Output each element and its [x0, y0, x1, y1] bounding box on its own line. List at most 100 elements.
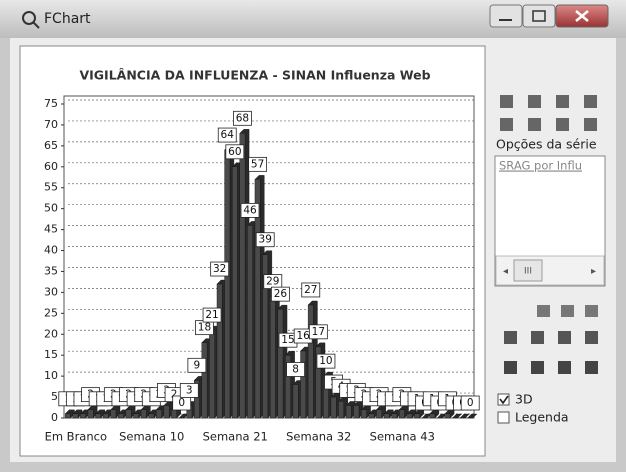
bar [285, 355, 291, 419]
data-label-box [233, 110, 252, 126]
tool-icon[interactable] [585, 361, 598, 374]
data-label: 21 [205, 309, 218, 321]
window-title: FChart [44, 11, 91, 27]
bar [383, 413, 390, 419]
bar [391, 413, 398, 419]
bar [224, 149, 231, 419]
y-tick-label: 60 [44, 160, 58, 173]
data-label-box [240, 203, 260, 218]
bar [80, 413, 86, 419]
series-item[interactable]: SRAG por Influ [499, 159, 582, 173]
tool-icon[interactable] [585, 331, 598, 344]
tool-icon[interactable] [500, 118, 513, 131]
chart-title: VIGILÂNCIA DA INFLUENZA - SINAN Influenz… [79, 68, 430, 83]
y-tick-label: 10 [44, 369, 58, 382]
checkbox-label[interactable]: 3D [515, 392, 533, 407]
tool-icon[interactable] [531, 331, 544, 344]
y-tick-label: 70 [44, 118, 58, 131]
scroll-left[interactable]: ◂ [503, 266, 508, 277]
tool-icon[interactable] [528, 95, 541, 108]
close-glyph [575, 10, 589, 22]
bar [353, 405, 360, 419]
bar [262, 254, 269, 419]
bar [125, 409, 132, 419]
tool-icon[interactable] [537, 305, 550, 317]
data-label: 68 [236, 112, 249, 124]
tool-icon[interactable] [561, 305, 574, 317]
data-label: 57 [251, 158, 264, 170]
y-tick-label: 5 [51, 390, 58, 403]
app-icon [22, 11, 36, 25]
data-label: 10 [319, 355, 332, 367]
checkbox[interactable] [497, 393, 510, 406]
bar [163, 405, 170, 419]
tool-icon[interactable] [558, 331, 571, 344]
bar [345, 405, 352, 419]
x-tick-label: Semana 32 [286, 430, 351, 444]
y-tick-label: 40 [44, 244, 58, 257]
data-label-box [286, 362, 305, 377]
bar [72, 413, 79, 419]
data-label: 17 [312, 326, 325, 338]
tool-icon[interactable] [585, 305, 598, 317]
bar [444, 413, 451, 419]
bar [156, 409, 162, 419]
minimize-button[interactable] [489, 4, 523, 28]
data-label: 60 [228, 146, 241, 158]
scrollbar[interactable] [495, 255, 605, 286]
tool-icon[interactable] [584, 118, 597, 131]
data-label: 0 [467, 397, 474, 409]
tool-icon[interactable] [504, 361, 517, 374]
bar [406, 413, 413, 419]
y-tick-label: 15 [44, 348, 58, 361]
data-label-box [301, 282, 321, 298]
bar [118, 413, 124, 419]
data-label-box [248, 156, 268, 172]
y-tick-label: 65 [44, 139, 58, 152]
scroll-thumb[interactable] [513, 259, 543, 282]
bar [315, 346, 322, 419]
tool-icon[interactable] [558, 361, 571, 374]
bar [209, 329, 215, 419]
x-tick-label: Semana 21 [203, 430, 268, 444]
tool-icon[interactable] [504, 331, 517, 344]
bar [414, 413, 420, 419]
bar [201, 342, 208, 419]
data-label-box [217, 127, 237, 143]
bar [307, 304, 314, 419]
data-label-box [316, 353, 336, 369]
data-label-box [460, 395, 480, 411]
data-label-box [202, 307, 222, 323]
bar [247, 225, 253, 419]
bar-depth [451, 413, 463, 419]
checkbox-label[interactable]: Legenda [515, 410, 569, 425]
tool-icon[interactable] [584, 95, 597, 108]
checkbox[interactable] [497, 411, 510, 424]
bar [194, 380, 200, 419]
bar [87, 409, 94, 419]
data-label-box [187, 357, 207, 373]
tool-icon[interactable] [531, 361, 544, 374]
data-label: 9 [194, 359, 201, 371]
bar [102, 413, 109, 419]
tool-icon[interactable] [556, 118, 569, 131]
tool-icon[interactable] [500, 95, 513, 108]
scroll-right[interactable]: ▸ [591, 266, 596, 277]
data-label-box [270, 286, 290, 302]
data-label-box [308, 324, 328, 340]
bar [110, 409, 117, 419]
y-tick-label: 55 [44, 181, 58, 194]
bar [171, 409, 177, 419]
data-label: 18 [198, 322, 211, 334]
tool-icon[interactable] [528, 118, 541, 131]
data-label-box [179, 383, 199, 398]
tool-icon[interactable] [556, 95, 569, 108]
maximize-button[interactable] [522, 4, 556, 28]
data-label-box [210, 261, 230, 277]
y-tick-label: 75 [44, 97, 58, 110]
y-tick-label: 50 [44, 202, 58, 215]
bar [361, 409, 367, 419]
data-label: 0 [178, 397, 185, 409]
bar [254, 179, 261, 419]
